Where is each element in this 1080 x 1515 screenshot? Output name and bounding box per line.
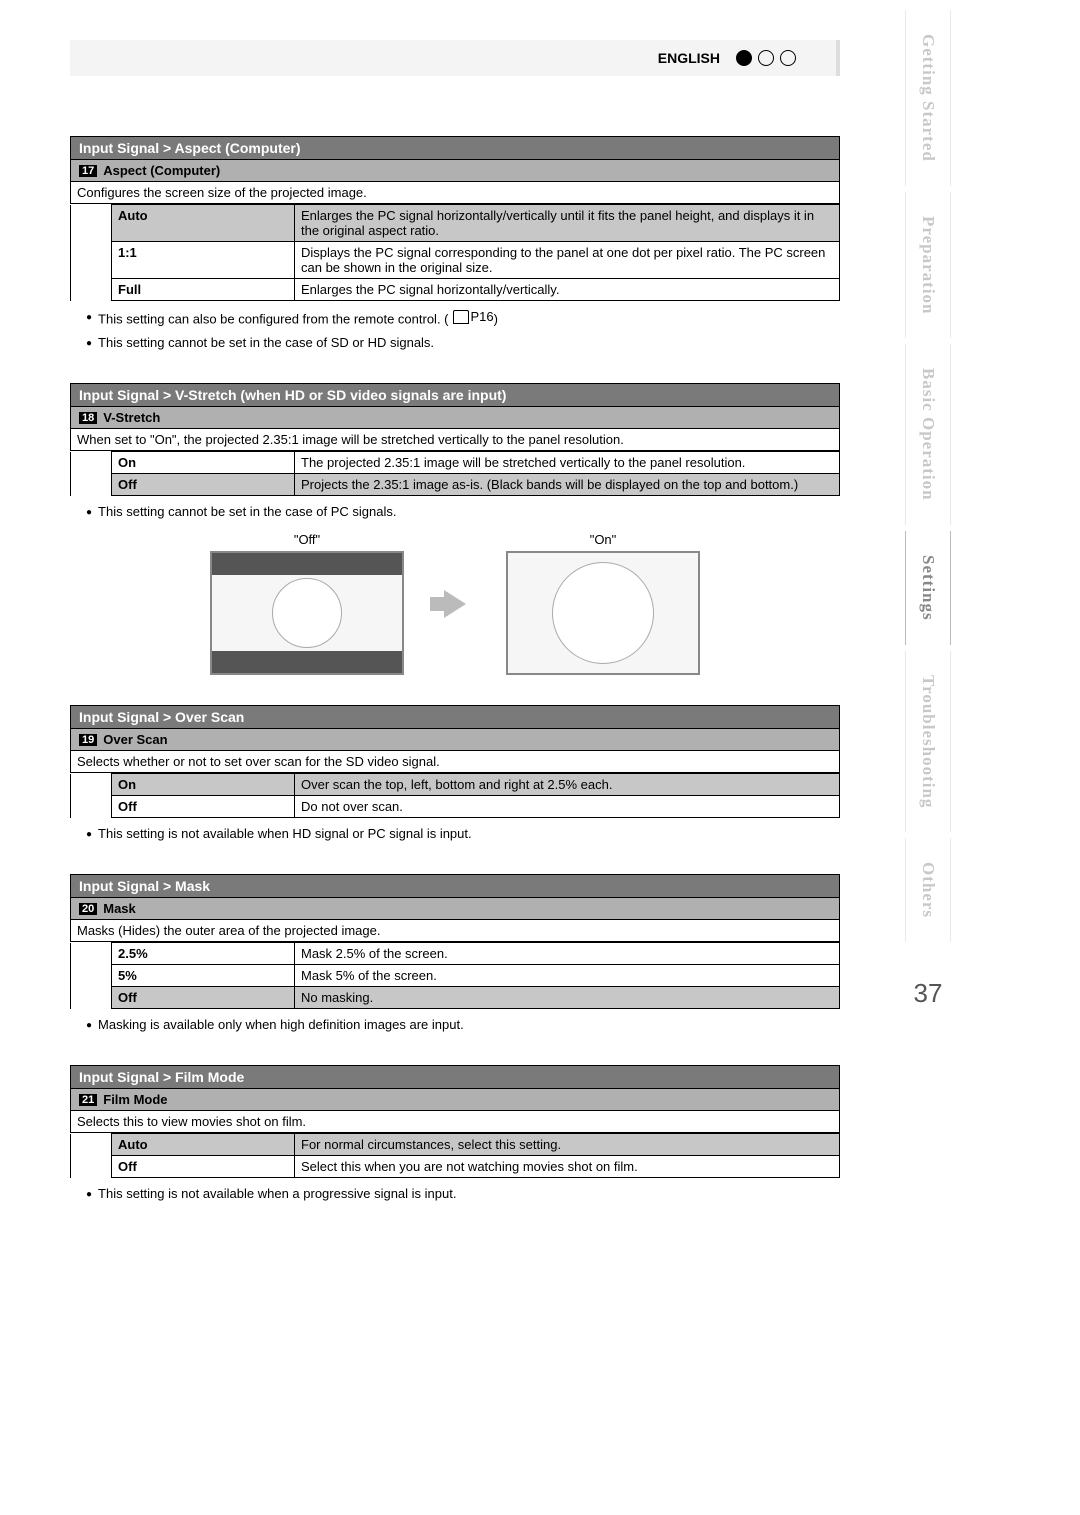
section-desc: Selects this to view movies shot on film… [70, 1110, 840, 1133]
book-icon [453, 310, 469, 324]
options-table: AutoEnlarges the PC signal horizontally/… [70, 204, 840, 301]
item-number: 20 [79, 903, 97, 915]
off-label: "Off" [210, 532, 404, 547]
tab-others[interactable]: Others [905, 838, 951, 942]
note: ●This setting is not available when a pr… [86, 1186, 840, 1204]
section-filmmode: Input Signal > Film Mode 21 Film Mode Se… [70, 1065, 840, 1204]
header-bar: ENGLISH [70, 40, 840, 76]
tab-getting-started[interactable]: Getting Started [905, 10, 951, 186]
dot-empty-icon [780, 50, 796, 66]
options-table: AutoFor normal circumstances, select thi… [70, 1133, 840, 1178]
language-dots [730, 50, 796, 66]
table-row: 5%Mask 5% of the screen. [71, 965, 840, 987]
section-title: Input Signal > V-Stretch (when HD or SD … [70, 383, 840, 406]
options-table: 2.5%Mask 2.5% of the screen. 5%Mask 5% o… [70, 942, 840, 1009]
table-row: OffSelect this when you are not watching… [71, 1156, 840, 1178]
table-row: 1:1Displays the PC signal corresponding … [71, 242, 840, 279]
page-ref: P16 [453, 309, 494, 324]
arrow-icon [444, 590, 466, 618]
table-row: OnThe projected 2.35:1 image will be str… [71, 452, 840, 474]
section-mask: Input Signal > Mask 20 Mask Masks (Hides… [70, 874, 840, 1035]
section-vstretch: Input Signal > V-Stretch (when HD or SD … [70, 383, 840, 675]
off-frame [210, 551, 404, 675]
item-number: 19 [79, 734, 97, 746]
note: ●This setting is not available when HD s… [86, 826, 840, 844]
tab-settings[interactable]: Settings [905, 531, 951, 645]
section-subtitle: 19 Over Scan [70, 728, 840, 750]
table-row: 2.5%Mask 2.5% of the screen. [71, 943, 840, 965]
on-frame [506, 551, 700, 675]
language-label: ENGLISH [658, 50, 720, 66]
subtitle-text: Over Scan [103, 732, 167, 747]
subtitle-text: Film Mode [103, 1092, 167, 1107]
section-aspect: Input Signal > Aspect (Computer) 17 Aspe… [70, 136, 840, 353]
tab-troubleshooting[interactable]: Troubleshooting [905, 651, 951, 832]
vstretch-diagram: "Off" "On" [70, 532, 840, 675]
section-desc: When set to "On", the projected 2.35:1 i… [70, 428, 840, 451]
table-row: AutoFor normal circumstances, select thi… [71, 1134, 840, 1156]
table-row: AutoEnlarges the PC signal horizontally/… [71, 205, 840, 242]
section-subtitle: 17 Aspect (Computer) [70, 159, 840, 181]
subtitle-text: V-Stretch [103, 410, 160, 425]
dot-empty-icon [758, 50, 774, 66]
page-number: 37 [914, 978, 943, 1009]
section-title: Input Signal > Aspect (Computer) [70, 136, 840, 159]
section-desc: Masks (Hides) the outer area of the proj… [70, 919, 840, 942]
on-label: "On" [506, 532, 700, 547]
item-number: 18 [79, 412, 97, 424]
table-row: OffNo masking. [71, 987, 840, 1009]
note: ●This setting cannot be set in the case … [86, 504, 840, 522]
tab-basic-operation[interactable]: Basic Operation [905, 344, 951, 525]
section-desc: Configures the screen size of the projec… [70, 181, 840, 204]
note: ●This setting cannot be set in the case … [86, 335, 840, 353]
subtitle-text: Aspect (Computer) [103, 163, 220, 178]
options-table: OnThe projected 2.35:1 image will be str… [70, 451, 840, 496]
section-title: Input Signal > Mask [70, 874, 840, 897]
note: ●This setting can also be configured fro… [86, 309, 840, 327]
section-subtitle: 21 Film Mode [70, 1088, 840, 1110]
item-number: 21 [79, 1094, 97, 1106]
table-row: OnOver scan the top, left, bottom and ri… [71, 774, 840, 796]
section-desc: Selects whether or not to set over scan … [70, 750, 840, 773]
section-title: Input Signal > Over Scan [70, 705, 840, 728]
section-subtitle: 18 V-Stretch [70, 406, 840, 428]
dot-filled-icon [736, 50, 752, 66]
section-title: Input Signal > Film Mode [70, 1065, 840, 1088]
item-number: 17 [79, 165, 97, 177]
table-row: OffDo not over scan. [71, 796, 840, 818]
note: ●Masking is available only when high def… [86, 1017, 840, 1035]
section-subtitle: 20 Mask [70, 897, 840, 919]
table-row: FullEnlarges the PC signal horizontally/… [71, 279, 840, 301]
side-tabs: Getting Started Preparation Basic Operat… [900, 10, 956, 1274]
table-row: OffProjects the 2.35:1 image as-is. (Bla… [71, 474, 840, 496]
options-table: OnOver scan the top, left, bottom and ri… [70, 773, 840, 818]
section-overscan: Input Signal > Over Scan 19 Over Scan Se… [70, 705, 840, 844]
subtitle-text: Mask [103, 901, 136, 916]
tab-preparation[interactable]: Preparation [905, 192, 951, 339]
